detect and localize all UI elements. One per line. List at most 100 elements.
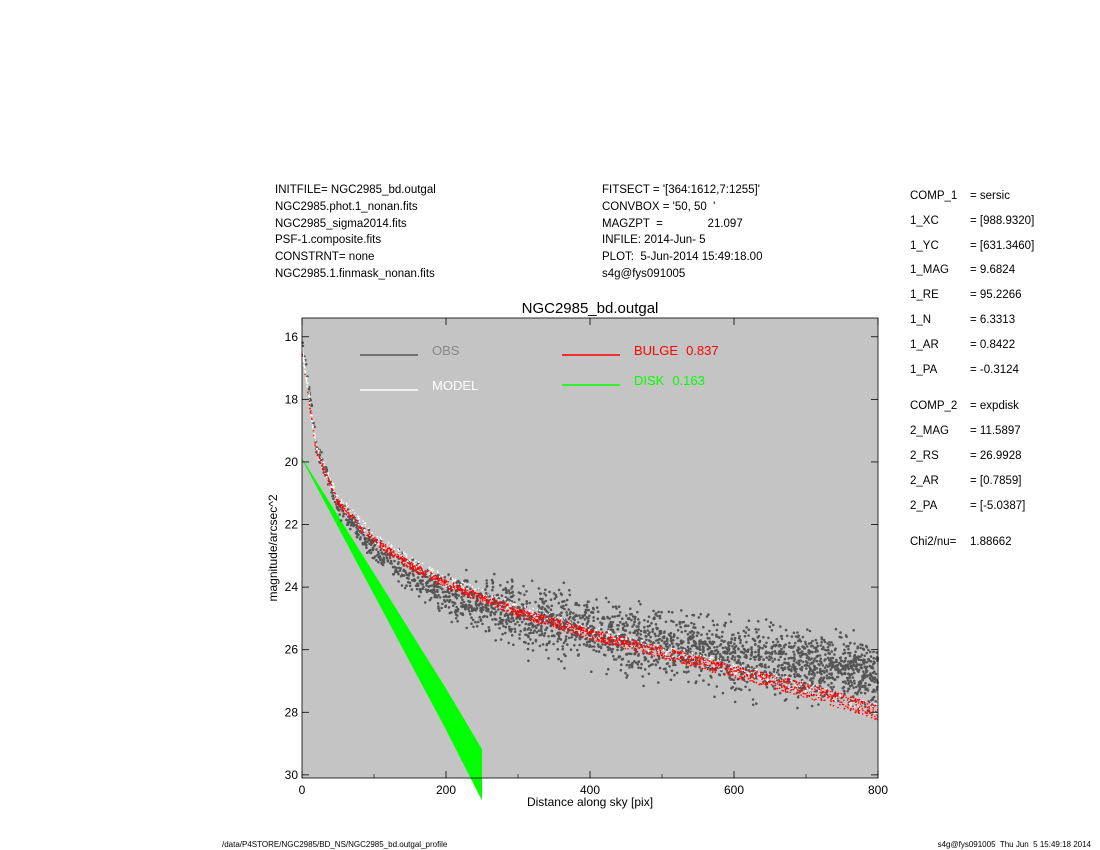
obs-point — [771, 660, 774, 663]
bulge-point — [568, 629, 570, 631]
obs-point — [773, 649, 777, 653]
bulge-point — [793, 680, 795, 683]
obs-point — [507, 616, 510, 620]
obs-point — [641, 675, 644, 678]
model-point — [653, 643, 656, 646]
obs-point — [365, 546, 368, 550]
obs-point — [785, 698, 788, 701]
obs-point — [491, 585, 495, 589]
obs-point — [433, 584, 437, 587]
obs-point — [616, 628, 620, 631]
obs-point — [853, 653, 857, 657]
bulge-point — [650, 648, 653, 650]
bulge-point — [457, 588, 460, 590]
obs-point — [811, 639, 814, 643]
obs-point — [664, 670, 668, 673]
bulge-point — [793, 687, 796, 689]
obs-point — [553, 597, 557, 600]
obs-point — [670, 669, 674, 672]
param-comp1: COMP_1 = sersic — [910, 190, 1010, 202]
obs-point — [747, 648, 750, 651]
bulge-point — [737, 678, 739, 680]
model-point — [352, 509, 354, 511]
bulge-point — [521, 613, 523, 615]
obs-point — [639, 629, 643, 633]
obs-point — [557, 657, 560, 661]
bulge-point — [434, 577, 437, 579]
obs-point — [492, 612, 496, 615]
bulge-point — [560, 622, 562, 625]
obs-point — [837, 661, 841, 665]
model-point — [357, 523, 360, 526]
bulge-point — [490, 603, 492, 605]
bulge-point — [619, 639, 621, 642]
obs-point — [569, 615, 572, 619]
obs-point — [841, 680, 845, 684]
bulge-point — [309, 407, 311, 410]
obs-point — [796, 691, 799, 694]
bulge-point — [332, 489, 334, 491]
obs-point — [630, 618, 633, 622]
obs-point — [799, 640, 803, 643]
obs-point — [511, 606, 514, 610]
obs-point — [490, 606, 494, 609]
obs-point — [501, 632, 504, 636]
bulge-point — [804, 692, 807, 695]
model-point — [347, 510, 349, 512]
obs-point — [675, 642, 678, 646]
obs-point — [578, 643, 581, 647]
obs-point — [352, 524, 355, 528]
model-point — [794, 684, 796, 686]
obs-point — [711, 619, 715, 623]
obs-point — [739, 638, 742, 642]
model-point — [524, 606, 527, 608]
obs-point — [532, 631, 535, 634]
obs-point — [699, 612, 702, 616]
bulge-point — [841, 703, 844, 706]
obs-point — [545, 643, 549, 647]
fit-parameters-panel: COMP_1 = sersic 1_XC = [988.9320] 1_YC = [6… — [910, 190, 1034, 561]
model-point — [474, 588, 477, 590]
obs-point — [516, 620, 519, 624]
bulge-point — [796, 689, 799, 691]
bulge-point — [798, 681, 800, 684]
obs-point — [590, 611, 593, 614]
obs-point — [437, 593, 440, 597]
obs-point — [815, 689, 819, 693]
obs-point — [562, 641, 566, 645]
bulge-point — [673, 651, 675, 654]
bulge-point — [739, 667, 742, 669]
obs-point — [613, 658, 616, 661]
obs-point — [309, 398, 313, 402]
obs-point — [803, 652, 807, 656]
obs-point — [843, 690, 846, 693]
obs-point — [829, 685, 833, 689]
model-point — [668, 650, 670, 652]
obs-point — [686, 652, 689, 655]
obs-point — [421, 583, 424, 586]
obs-point — [856, 669, 859, 672]
model-point — [814, 687, 817, 689]
bulge-point — [695, 660, 698, 663]
bulge-point — [383, 544, 385, 547]
bulge-point — [597, 639, 600, 641]
obs-point — [782, 646, 786, 649]
obs-point — [823, 648, 826, 652]
obs-point — [500, 619, 504, 623]
bulge-point — [724, 673, 726, 675]
bulge-point — [627, 637, 629, 640]
bulge-point — [499, 604, 501, 607]
obs-point — [596, 643, 600, 646]
obs-point — [493, 572, 496, 576]
bulge-point — [870, 705, 872, 707]
obs-point — [635, 633, 639, 637]
obs-point — [770, 629, 774, 632]
model-point — [711, 656, 714, 659]
obs-point — [737, 636, 741, 640]
obs-point — [625, 676, 628, 679]
bulge-point — [819, 691, 822, 693]
bulge-point — [817, 696, 820, 699]
obs-point — [658, 614, 662, 618]
bulge-point — [830, 697, 833, 700]
bulge-point — [795, 693, 797, 695]
